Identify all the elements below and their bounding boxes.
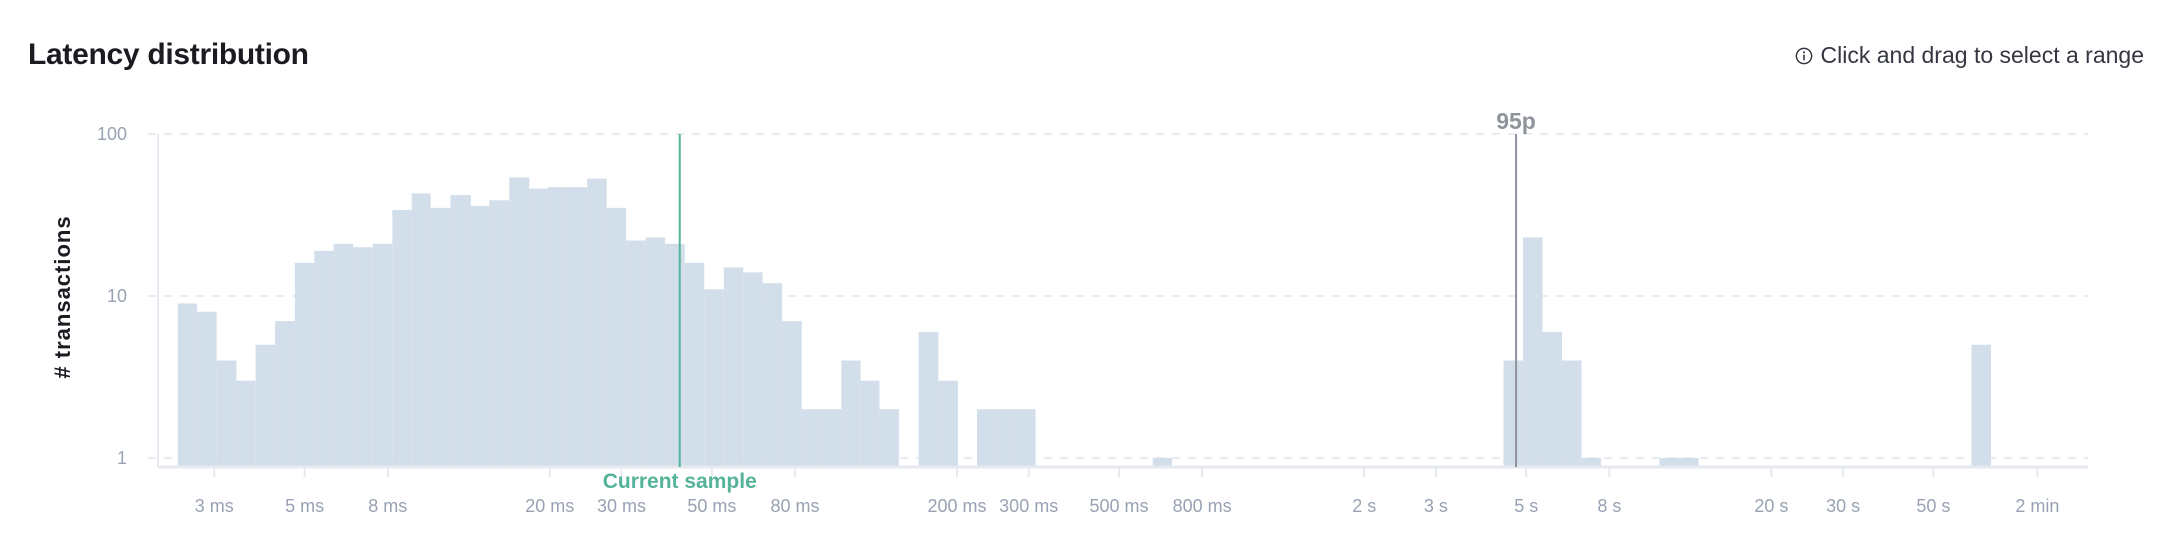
histogram-bar [684,262,705,467]
x-tick-label: 200 ms [927,496,986,516]
histogram-bar [411,193,431,467]
x-tick-label: 800 ms [1173,496,1232,516]
histogram-bar [275,321,295,467]
histogram-bar [743,272,763,467]
histogram-bar [255,344,276,467]
y-tick-label: 10 [107,286,127,306]
histogram-bar [606,207,627,468]
histogram-bar [879,409,899,467]
x-tick-label: 8 s [1597,496,1621,516]
y-axis-label: # transactions [50,215,75,378]
histogram-bar [860,380,880,467]
histogram-bar [918,331,939,467]
x-tick-label: 500 ms [1090,496,1149,516]
histogram-bar [782,321,802,467]
chart-title: Latency distribution [28,38,309,71]
histogram-bar [196,311,217,467]
histogram-bar [1152,458,1173,467]
histogram-bar [1581,458,1602,467]
histogram-bar [938,380,958,467]
histogram-bar [548,187,568,467]
hint-text: Click and drag to select a range [1820,42,2144,68]
y-tick-label: 100 [97,124,127,144]
select-range-hint: Click and drag to select a range [1795,42,2144,69]
histogram-bar [392,209,412,467]
histogram-bar [762,283,783,467]
histogram-bar [1562,360,1582,467]
histogram-bar [1542,331,1563,467]
histogram-bar [626,240,646,467]
histogram-bar [996,409,1016,467]
x-tick-label: 3 s [1424,496,1448,516]
x-tick-label: 80 ms [770,496,819,516]
x-tick-label: 2 s [1352,496,1376,516]
histogram-bar [333,243,354,467]
x-tick-label: 300 ms [999,496,1058,516]
percentile-95-label: 95p [1496,108,1536,134]
histogram-bar [430,207,451,468]
histogram-bar [1971,344,1991,467]
histogram-bar [723,267,744,467]
histogram-bar [177,303,197,467]
x-tick-label: 2 min [2015,496,2059,516]
x-tick-label: 30 s [1826,496,1860,516]
histogram-bars [177,177,1991,468]
histogram-bar [294,262,315,467]
histogram-bar [1015,409,1036,467]
x-tick-label: 30 ms [597,496,646,516]
info-circle-icon [1795,47,1812,64]
histogram-bar [704,289,724,467]
histogram-bar [529,188,549,467]
histogram-bar [587,178,607,468]
histogram-bar [216,360,237,467]
histogram-bar [841,360,861,467]
histogram-bar [509,177,530,467]
x-tick-label: 50 ms [687,496,736,516]
histogram-bar [1503,360,1524,467]
histogram-bar [645,237,666,467]
x-tick-label: 5 s [1514,496,1538,516]
x-tick-label: 50 s [1916,496,1950,516]
x-tick-label: 20 s [1754,496,1788,516]
x-tick-label: 3 ms [195,496,234,516]
histogram-bar [977,409,997,467]
histogram-bar [1523,237,1543,467]
histogram-bar [314,250,334,467]
current-sample-label: Current sample [603,470,757,493]
histogram-bar [372,243,393,467]
x-tick-label: 20 ms [525,496,574,516]
x-tick-label: 8 ms [368,496,407,516]
histogram-bar [821,409,842,467]
histogram-bar [236,380,256,467]
histogram-bar [1679,458,1699,467]
histogram-bar [489,200,510,467]
histogram-bar [665,243,685,467]
histogram-bar [470,205,490,467]
histogram-bar [567,187,588,467]
annotations: Current sample 95p [603,108,1536,493]
histogram-bar [450,195,471,467]
histogram-bar [1659,458,1680,467]
y-tick-label: 1 [117,448,127,468]
histogram-bar [801,409,822,467]
x-tick-label: 5 ms [285,496,324,516]
histogram-bar [353,247,373,467]
axes: 100 10 1 3 ms 5 ms 8 ms 20 ms 30 ms 50 ms 80 ms 20… [97,124,2088,516]
